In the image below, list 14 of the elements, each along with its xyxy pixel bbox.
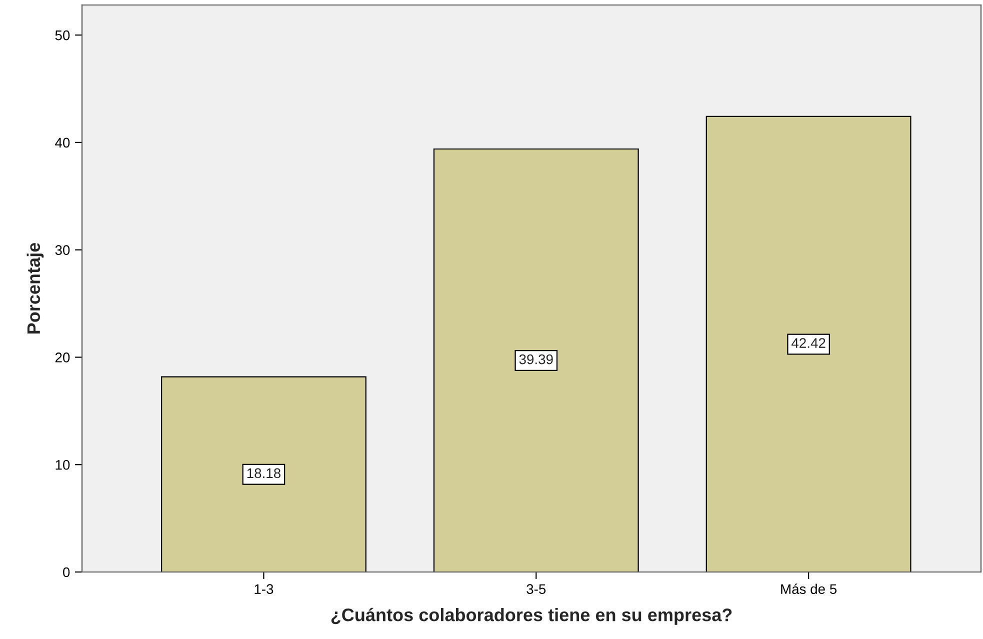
y-tick-label: 20 <box>55 352 70 362</box>
y-axis-title: Porcentaje <box>26 242 44 334</box>
y-tick-label: 40 <box>55 138 70 148</box>
y-tick-label: 30 <box>55 245 70 256</box>
data-label: 42.42 <box>792 338 826 348</box>
y-tick-label: 50 <box>55 30 70 40</box>
x-tick-label: 3-5 <box>526 584 546 594</box>
x-tick-label: 1-3 <box>254 584 274 594</box>
x-tick-label: Más de 5 <box>781 584 837 594</box>
data-label: 18.18 <box>247 468 280 478</box>
x-axis-title: ¿Cuántos colaboradores tiene en su empresa? <box>331 608 732 625</box>
y-tick-label: 0 <box>63 567 70 578</box>
y-tick-label: 10 <box>56 460 70 470</box>
data-label: 39.39 <box>519 354 553 364</box>
